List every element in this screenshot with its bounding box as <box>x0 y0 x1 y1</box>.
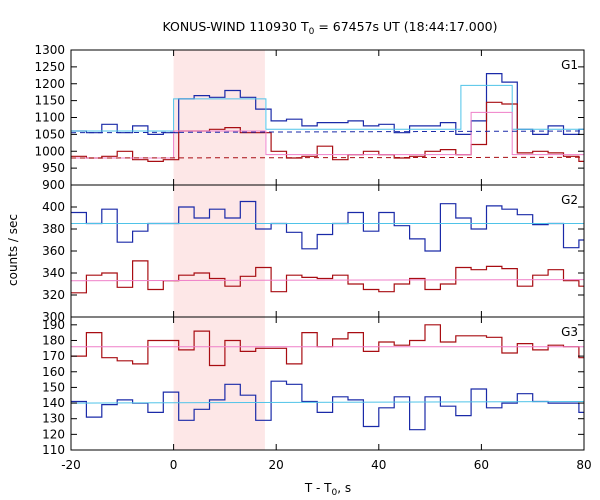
x-axis-label-rest: , s <box>337 481 351 495</box>
y-tick-label: 300 <box>42 310 65 324</box>
series-pink-flat-3 <box>71 111 584 159</box>
x-axis-label-subscript: 0 <box>332 488 338 498</box>
x-tick-label: 20 <box>269 458 284 472</box>
plot-layer: 9009501000105011001150120012501300G13003… <box>34 43 591 472</box>
chart-title-rest: = 67457s UT (18:44:17.000) <box>314 19 497 34</box>
chart-title-subscript: 0 <box>309 27 315 37</box>
y-axis-label: counts / sec <box>6 214 20 286</box>
series-cyan-flat-2 <box>71 401 584 404</box>
y-tick-label: 160 <box>42 365 65 379</box>
y-tick-label: 190 <box>42 318 65 332</box>
y-tick-label: 120 <box>42 427 65 441</box>
x-tick-label: -20 <box>61 458 81 472</box>
series-blue-step-0 <box>71 73 584 135</box>
x-tick-label: 40 <box>371 458 386 472</box>
panel-series-group <box>71 200 584 294</box>
series-blue-flat-dashed-4 <box>71 130 584 134</box>
panel-series-group <box>71 73 584 162</box>
panel-frame <box>70 316 585 451</box>
x-tick-label: 60 <box>474 458 489 472</box>
y-tick-label: 170 <box>42 349 65 363</box>
y-tick-label: 1100 <box>34 111 65 125</box>
chart-title: KONUS-WIND 110930 T0 = 67457s UT (18:44:… <box>162 19 497 37</box>
y-tick-label: 150 <box>42 380 65 394</box>
y-tick-label: 400 <box>42 200 65 214</box>
series-red-step-1 <box>71 101 584 162</box>
series-blue-step-0 <box>71 200 584 252</box>
panel-g2: 300 320 340 360 380 400 G2 <box>42 184 585 324</box>
y-tick-label: 1150 <box>34 94 65 108</box>
y-tick-label: 180 <box>42 333 65 347</box>
series-blue-step-0 <box>71 380 584 431</box>
y-tick-label: 130 <box>42 412 65 426</box>
series-red-flat-dashed-5 <box>71 156 584 159</box>
y-tick-label: 1250 <box>34 60 65 74</box>
x-tick-label: 80 <box>576 458 591 472</box>
panel-series-group <box>71 324 584 431</box>
y-tick-label: 1200 <box>34 77 65 91</box>
y-tick-label: 340 <box>42 266 65 280</box>
y-tick-label: 380 <box>42 222 65 236</box>
panel-frame <box>70 49 585 186</box>
highlight-interval <box>173 50 265 185</box>
highlight-interval <box>173 317 265 450</box>
panel-label: G1 <box>561 58 578 72</box>
x-axis-label: T - T0, s <box>304 481 351 498</box>
y-tick-label: 1000 <box>34 144 65 158</box>
series-red-step-1 <box>71 260 584 294</box>
x-tick-label: 0 <box>170 458 178 472</box>
y-tick-label: 900 <box>42 178 65 192</box>
y-tick-label: 1300 <box>34 43 65 57</box>
panel-label: G2 <box>561 193 578 207</box>
panel-g1: 900 950 1000 1050 1100 1150 1200 1250 1300 G1 <box>34 43 585 192</box>
y-tick-label: 140 <box>42 396 65 410</box>
panel-frame <box>70 184 585 318</box>
y-tick-label: 360 <box>42 244 65 258</box>
y-tick-label: 950 <box>42 161 65 175</box>
series-cyan-flat-2 <box>71 84 584 132</box>
panel-label: G3 <box>561 325 578 339</box>
y-tick-label: 110 <box>42 443 65 457</box>
series-red-step-1 <box>71 324 584 367</box>
highlight-interval <box>173 185 265 317</box>
y-tick-label: 320 <box>42 288 65 302</box>
y-tick-label: 1050 <box>34 127 65 141</box>
series-pink-flat-3 <box>71 279 584 282</box>
